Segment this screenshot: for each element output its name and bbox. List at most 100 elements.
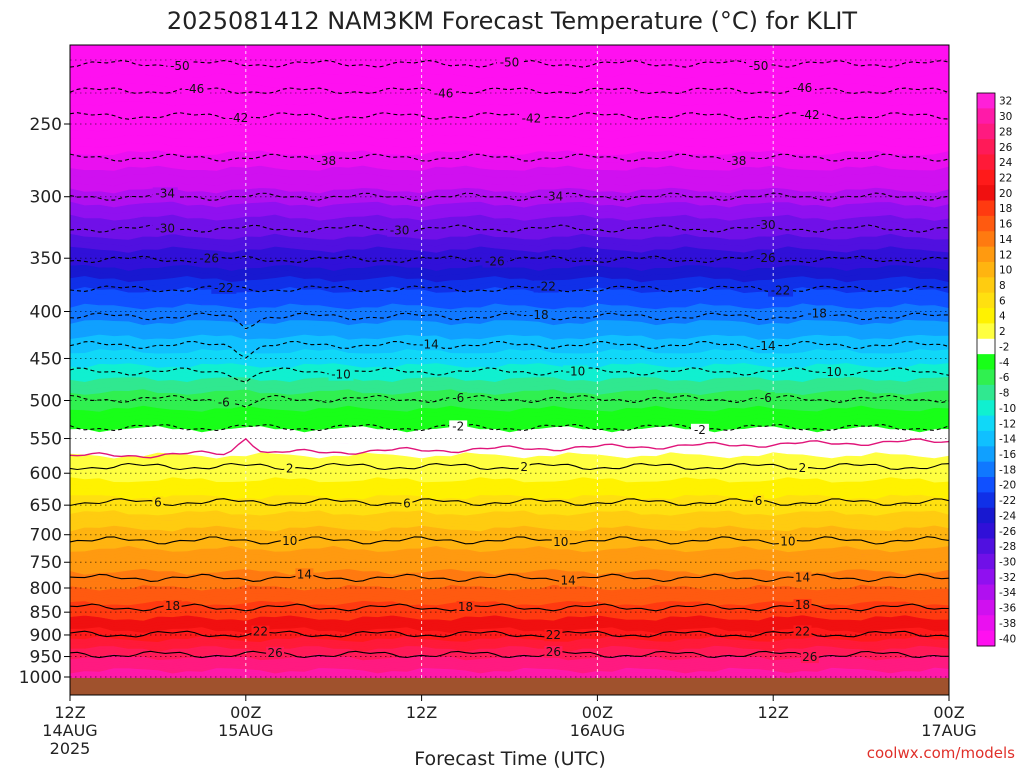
colorbar-label: 32 <box>999 96 1012 108</box>
colorbar-swatch <box>977 507 995 524</box>
isotherm-label-bg <box>497 56 522 69</box>
isotherm-label-text: -6 <box>760 391 772 405</box>
isotherm-label-bg <box>551 535 570 548</box>
isotherm-label-bg <box>449 420 468 433</box>
isotherm-label-bg <box>152 222 178 235</box>
colorbar-swatch <box>977 231 995 248</box>
isotherm-label-bg <box>518 460 530 473</box>
isotherm-label-bg <box>482 255 508 268</box>
isotherm-label: 14 <box>559 574 578 588</box>
colorbar-label: -38 <box>999 618 1016 630</box>
isotherm-label-bg <box>793 625 812 638</box>
colorbar-label: -20 <box>999 480 1016 492</box>
colorbar-label: -28 <box>999 541 1016 553</box>
isotherm-label-bg <box>804 307 830 320</box>
isotherm-label: 26 <box>800 650 819 664</box>
isotherm-label: -10 <box>562 364 588 378</box>
isotherm-label-text: -50 <box>749 59 769 73</box>
isotherm-label-text: -34 <box>155 186 175 200</box>
y-tick-label: 350 <box>30 249 62 269</box>
isotherm-label-bg <box>518 112 544 125</box>
isotherm-label-bg <box>152 187 178 200</box>
isotherm-label: -22 <box>533 279 559 293</box>
colorbar-swatch <box>977 308 995 324</box>
colorbar-label: -12 <box>999 418 1016 430</box>
isotherm-label: -26 <box>196 252 222 266</box>
x-tick-label: 00Z <box>933 703 964 722</box>
isotherm-label: -50 <box>167 59 193 73</box>
isotherm-label: -42 <box>518 112 544 126</box>
plot-frame <box>69 44 950 696</box>
isotherm-label-text: -10 <box>331 368 351 382</box>
isotherm-label: 10 <box>778 534 797 548</box>
isotherm-label: 6 <box>753 494 765 508</box>
credit-text[interactable]: coolwx.com/models <box>867 744 1015 762</box>
isotherm-label: -6 <box>449 391 468 405</box>
isotherm-label-text: -6 <box>218 395 230 409</box>
y-tick-label: 1000 <box>19 668 62 688</box>
isotherm-label-bg <box>753 251 779 264</box>
colorbar-legend: 32 30 28 26 24 22 20 18 16 14 12 10 8 6 4 2 -2 -4 -6 -8 -10 -… <box>976 92 1016 647</box>
isotherm-label-text: -46 <box>434 86 454 100</box>
isotherm-label-bg <box>797 462 808 475</box>
isotherm-label: -2 <box>690 423 709 437</box>
isotherm-label: -6 <box>214 395 233 409</box>
isotherm-label-bg <box>793 598 812 611</box>
y-axis: 250 300 350 400 450 500 550 600 650 700 750 800 850 9… <box>19 115 70 688</box>
isotherm-label-bg <box>280 534 299 547</box>
colorbar-label: -2 <box>999 341 1009 353</box>
isotherm-label: -22 <box>768 284 794 298</box>
y-tick-label: 900 <box>30 626 62 646</box>
colorbar-swatch <box>977 354 995 370</box>
isotherm-line <box>70 224 949 233</box>
isotherm-label-bg <box>540 190 566 203</box>
isotherm-label: -50 <box>746 59 772 73</box>
isotherm-label-text: 14 <box>297 567 312 581</box>
isotherm-label: -18 <box>804 306 830 320</box>
isotherm-label: -30 <box>152 221 178 235</box>
isotherm-label-text: 22 <box>546 628 561 642</box>
isotherm-line <box>70 536 949 545</box>
isotherm-label-text: -54 <box>214 32 234 46</box>
isotherm-label-bg <box>544 629 563 642</box>
colorbar-label: -36 <box>999 603 1016 615</box>
colorbar-swatch <box>977 185 995 202</box>
isotherm-label-bg <box>544 645 563 658</box>
isotherm-label: 22 <box>544 628 563 642</box>
colorbar-swatch <box>977 461 995 478</box>
colorbar-swatch <box>977 569 995 586</box>
colorbar-label: -14 <box>999 434 1016 446</box>
isotherm-label-bg <box>401 497 413 510</box>
isotherm-label-bg <box>753 219 779 232</box>
isotherm-label-text: -26 <box>485 255 505 269</box>
isotherm-label: -18 <box>526 308 552 322</box>
isotherm-label-bg <box>456 600 475 613</box>
colorbar-label: 6 <box>999 295 1006 307</box>
isotherm-label-bg <box>768 284 794 297</box>
isotherm-label-bg <box>819 365 845 378</box>
isotherm-label: 14 <box>793 570 812 584</box>
isotherm-label: 22 <box>793 624 812 638</box>
isotherm-label: -6 <box>756 391 775 405</box>
isotherm-label-bg <box>790 82 815 95</box>
colorbar-swatch <box>977 630 995 647</box>
isotherm-label: 10 <box>280 534 299 548</box>
colorbar-swatch <box>977 492 995 509</box>
colorbar-swatch <box>977 523 995 539</box>
isotherm-label: -46 <box>182 82 208 96</box>
isotherm-label: 18 <box>456 600 475 614</box>
isotherm-label-bg <box>793 571 812 584</box>
colorbar-swatch <box>977 261 995 278</box>
isotherm-label: 6 <box>152 495 164 509</box>
isotherm-label: -30 <box>387 224 413 238</box>
isotherm-label-bg <box>163 600 182 613</box>
colorbar-label: -18 <box>999 464 1016 476</box>
isotherm-label-text: -30 <box>155 221 175 235</box>
isotherm-label-text: -2 <box>694 423 706 437</box>
isotherm-label-text: -14 <box>419 337 439 351</box>
colorbar-label: -34 <box>999 587 1016 599</box>
x-tick-label: 16AUG <box>570 721 625 740</box>
isotherm-label-text: -34 <box>544 190 564 204</box>
colorbar-label: 30 <box>999 111 1012 123</box>
isotherm-label-bg <box>562 365 588 378</box>
